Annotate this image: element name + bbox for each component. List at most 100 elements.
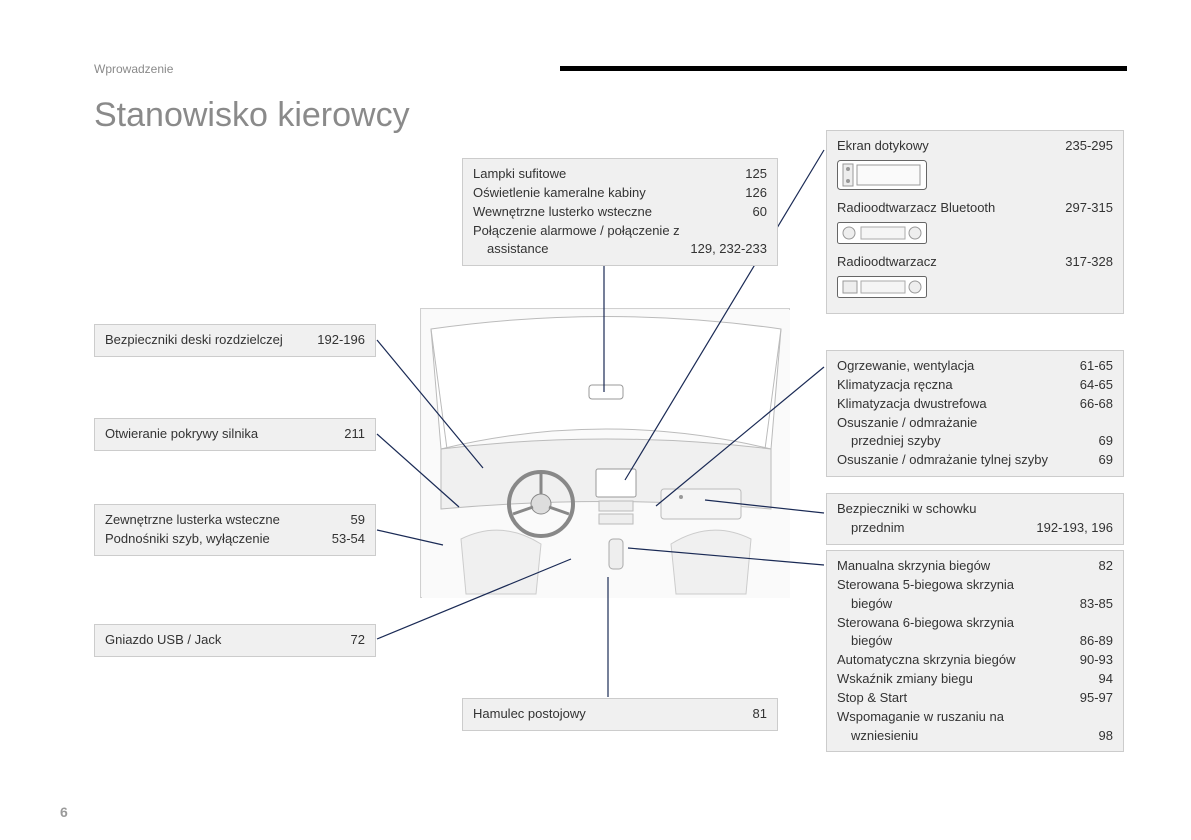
table-row: Wskaźnik zmiany biegu94 <box>837 670 1113 689</box>
table-row: biegów 83-85 <box>837 595 1113 614</box>
table-row: Osuszanie / odmrażanie tylnej szyby69 <box>837 451 1113 470</box>
row-label: biegów <box>837 595 1070 614</box>
table-row: Radioodtwarzacz 317-328 <box>837 253 1113 272</box>
row-pages: 211 <box>344 425 365 444</box>
header-rule <box>560 66 1127 71</box>
row-pages: 90-93 <box>1080 651 1113 670</box>
row-label: Zewnętrzne lusterka wsteczne <box>105 511 341 530</box>
table-row: Sterowana 5-biegowa skrzynia <box>837 576 1113 595</box>
row-pages: 64-65 <box>1080 376 1113 395</box>
row-label: Radioodtwarzacz Bluetooth <box>837 199 1055 218</box>
row-pages: 59 <box>351 511 365 530</box>
row-pages: 317-328 <box>1065 253 1113 272</box>
box-hood-release: Otwieranie pokrywy silnika 211 <box>94 418 376 451</box>
row-label: Lampki sufitowe <box>473 165 735 184</box>
row-pages: 60 <box>753 203 767 222</box>
table-row: Ekran dotykowy 235-295 <box>837 137 1113 156</box>
table-row: Oświetlenie kameralne kabiny 126 <box>473 184 767 203</box>
row-label: Hamulec postojowy <box>473 705 743 724</box>
table-row: biegów 86-89 <box>837 632 1113 651</box>
row-label: Oświetlenie kameralne kabiny <box>473 184 735 203</box>
row-label: Bezpieczniki w schowku <box>837 500 1113 519</box>
table-row: assistance 129, 232-233 <box>473 240 767 259</box>
touchscreen-icon <box>837 160 1113 193</box>
row-label: Stop & Start <box>837 689 1070 708</box>
table-row: Osuszanie / odmrażanie <box>837 414 1113 433</box>
row-label: Wspomaganie w ruszaniu na <box>837 708 1113 727</box>
row-label: Automatyczna skrzynia biegów <box>837 651 1070 670</box>
row-pages: 98 <box>1099 727 1113 746</box>
table-row: przednim 192-193, 196 <box>837 519 1113 538</box>
table-row: Wewnętrzne lusterko wsteczne 60 <box>473 203 767 222</box>
box-gearbox: Manualna skrzynia biegów82Sterowana 5-bi… <box>826 550 1124 752</box>
radio-bt-icon <box>837 222 1113 247</box>
table-row: Lampki sufitowe 125 <box>473 165 767 184</box>
row-label: Klimatyzacja dwustrefowa <box>837 395 1070 414</box>
row-label: Radioodtwarzacz <box>837 253 1055 272</box>
row-pages: 86-89 <box>1080 632 1113 651</box>
table-row: Bezpieczniki w schowku <box>837 500 1113 519</box>
row-label: przednim <box>837 519 1026 538</box>
box-roof-console: Lampki sufitowe125Oświetlenie kameralne … <box>462 158 778 266</box>
row-pages: 129, 232-233 <box>690 240 767 259</box>
row-pages: 83-85 <box>1080 595 1113 614</box>
section-label: Wprowadzenie <box>94 62 173 76</box>
table-row: Połączenie alarmowe / połączenie z <box>473 222 767 241</box>
row-pages: 53-54 <box>332 530 365 549</box>
row-label: Osuszanie / odmrażanie <box>837 414 1113 433</box>
table-row: Gniazdo USB / Jack72 <box>105 631 365 650</box>
row-pages: 72 <box>351 631 365 650</box>
box-glovebox-fuses: Bezpieczniki w schowkuprzednim 192-193, 1… <box>826 493 1124 545</box>
page-title: Stanowisko kierowcy <box>94 96 410 135</box>
radio-icon <box>837 276 1113 301</box>
row-pages: 126 <box>745 184 767 203</box>
row-pages: 66-68 <box>1080 395 1113 414</box>
row-label: Klimatyzacja ręczna <box>837 376 1070 395</box>
table-row: Zewnętrzne lusterka wsteczne 59 <box>105 511 365 530</box>
row-label: Podnośniki szyb, wyłączenie <box>105 530 322 549</box>
row-label: Połączenie alarmowe / połączenie z <box>473 222 767 241</box>
row-pages: 81 <box>753 705 767 724</box>
row-label: Ogrzewanie, wentylacja <box>837 357 1070 376</box>
row-pages: 192-193, 196 <box>1036 519 1113 538</box>
box-parking-brake: Hamulec postojowy 81 <box>462 698 778 731</box>
table-row: wzniesieniu 98 <box>837 727 1113 746</box>
row-pages: 192-196 <box>317 331 365 350</box>
row-label: Sterowana 6-biegowa skrzynia <box>837 614 1113 633</box>
row-label: assistance <box>473 240 680 259</box>
table-row: Klimatyzacja dwustrefowa 66-68 <box>837 395 1113 414</box>
table-row: Sterowana 6-biegowa skrzynia <box>837 614 1113 633</box>
table-row: Radioodtwarzacz Bluetooth 297-315 <box>837 199 1113 218</box>
box-audio-devices: Ekran dotykowy 235-295 Radioodtwarzacz Blu… <box>826 130 1124 314</box>
row-label: Sterowana 5-biegowa skrzynia <box>837 576 1113 595</box>
box-mirrors-windows: Zewnętrzne lusterka wsteczne 59 Podnośniki… <box>94 504 376 556</box>
box-climate: Ogrzewanie, wentylacja61-65Klimatyzacja … <box>826 350 1124 477</box>
dashboard-illustration <box>420 308 790 598</box>
table-row: Klimatyzacja ręczna 64-65 <box>837 376 1113 395</box>
table-row: Hamulec postojowy 81 <box>473 705 767 724</box>
table-row: Automatyczna skrzynia biegów 90-93 <box>837 651 1113 670</box>
row-pages: 95-97 <box>1080 689 1113 708</box>
row-pages: 61-65 <box>1080 357 1113 376</box>
row-label: Bezpieczniki deski rozdzielczej <box>105 331 307 350</box>
row-pages: 297-315 <box>1065 199 1113 218</box>
row-label: przedniej szyby <box>837 432 1089 451</box>
table-row: Bezpieczniki deski rozdzielczej 192-196 <box>105 331 365 350</box>
row-label: Wskaźnik zmiany biegu <box>837 670 1089 689</box>
table-row: Manualna skrzynia biegów82 <box>837 557 1113 576</box>
row-pages: 69 <box>1099 451 1113 470</box>
table-row: przedniej szyby69 <box>837 432 1113 451</box>
row-pages: 125 <box>745 165 767 184</box>
box-usb-jack: Gniazdo USB / Jack72 <box>94 624 376 657</box>
row-label: Wewnętrzne lusterko wsteczne <box>473 203 743 222</box>
row-label: Manualna skrzynia biegów <box>837 557 1089 576</box>
row-label: Otwieranie pokrywy silnika <box>105 425 334 444</box>
page-number: 6 <box>60 804 68 820</box>
row-label: biegów <box>837 632 1070 651</box>
table-row: Otwieranie pokrywy silnika 211 <box>105 425 365 444</box>
row-label: wzniesieniu <box>837 727 1089 746</box>
table-row: Ogrzewanie, wentylacja 61-65 <box>837 357 1113 376</box>
table-row: Wspomaganie w ruszaniu na <box>837 708 1113 727</box>
row-pages: 235-295 <box>1065 137 1113 156</box>
row-label: Ekran dotykowy <box>837 137 1055 156</box>
